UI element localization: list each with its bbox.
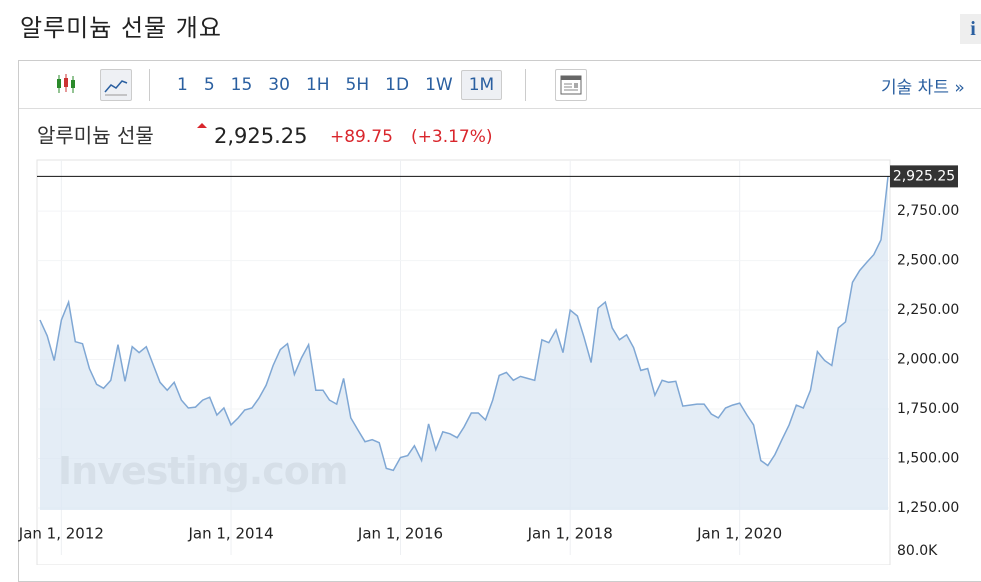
price-line xyxy=(39,176,889,472)
up-arrow xyxy=(197,123,207,128)
y-tick-label: 1,500.00 xyxy=(897,451,959,467)
candlestick-button[interactable] xyxy=(51,69,81,99)
last-price-box xyxy=(890,165,958,188)
separator xyxy=(149,69,150,101)
tech-chart-link[interactable]: 기술 차트 » xyxy=(881,78,965,98)
x-tick-label: Jan 1, 2014 xyxy=(187,525,273,543)
plot-frame xyxy=(36,159,891,565)
x-tick-label: Jan 1, 2020 xyxy=(696,525,782,543)
info-button[interactable]: i xyxy=(960,14,981,44)
last-price-label: 2,925.25 xyxy=(893,168,955,184)
interval-button[interactable]: 5H xyxy=(345,75,370,95)
line-chart-button[interactable] xyxy=(100,69,132,101)
volume-tick-label: 80.0K xyxy=(897,543,938,559)
interval-button[interactable]: 30 xyxy=(268,75,290,95)
interval-button[interactable]: 1H xyxy=(305,75,330,95)
x-tick-label: Jan 1, 2018 xyxy=(527,525,613,543)
page-title: 알루미늄 선물 개요 xyxy=(20,14,222,42)
interval-button[interactable]: 5 xyxy=(203,75,215,95)
price-change-percent: (+3.17%) xyxy=(411,127,493,147)
y-tick-label: 2,250.00 xyxy=(897,302,959,318)
interval-button[interactable]: 1 xyxy=(177,75,188,95)
x-tick-label: Jan 1, 2012 xyxy=(18,525,104,543)
interval-button[interactable]: 1W xyxy=(425,75,453,95)
instrument-name: 알루미늄 선물 xyxy=(37,124,154,148)
page: {"header": {"title": "알루미늄 선물 개요", "info… xyxy=(17,14,981,582)
interval-button[interactable]: 15 xyxy=(230,75,253,95)
y-tick-label: 2,500.00 xyxy=(897,253,959,269)
y-tick-label: 2,000.00 xyxy=(897,352,959,368)
interval-button[interactable]: 1D xyxy=(385,75,410,95)
toolbar: 1 5 15 30 1H 5H 1D 1W 1M 기술 차트 » xyxy=(19,61,981,109)
chart: 알루미늄 선물 2,925.25 +89.75 (+3.17%) Jan 1, … xyxy=(18,123,959,565)
separator xyxy=(525,69,526,101)
x-tick-label: Jan 1, 2016 xyxy=(357,525,443,543)
interval-list: 1 5 15 30 1H 5H 1D 1W 1M xyxy=(169,70,503,100)
y-tick-label: 1,750.00 xyxy=(897,401,959,417)
news-button[interactable] xyxy=(555,69,587,101)
interval-button[interactable]: 1M xyxy=(460,70,503,100)
last-price: 2,925.25 xyxy=(214,124,308,148)
y-tick-label: 1,250.00 xyxy=(897,500,959,516)
y-tick-label: 2,750.00 xyxy=(897,203,959,219)
area-fill xyxy=(40,176,888,510)
price-change: +89.75 xyxy=(330,127,393,147)
